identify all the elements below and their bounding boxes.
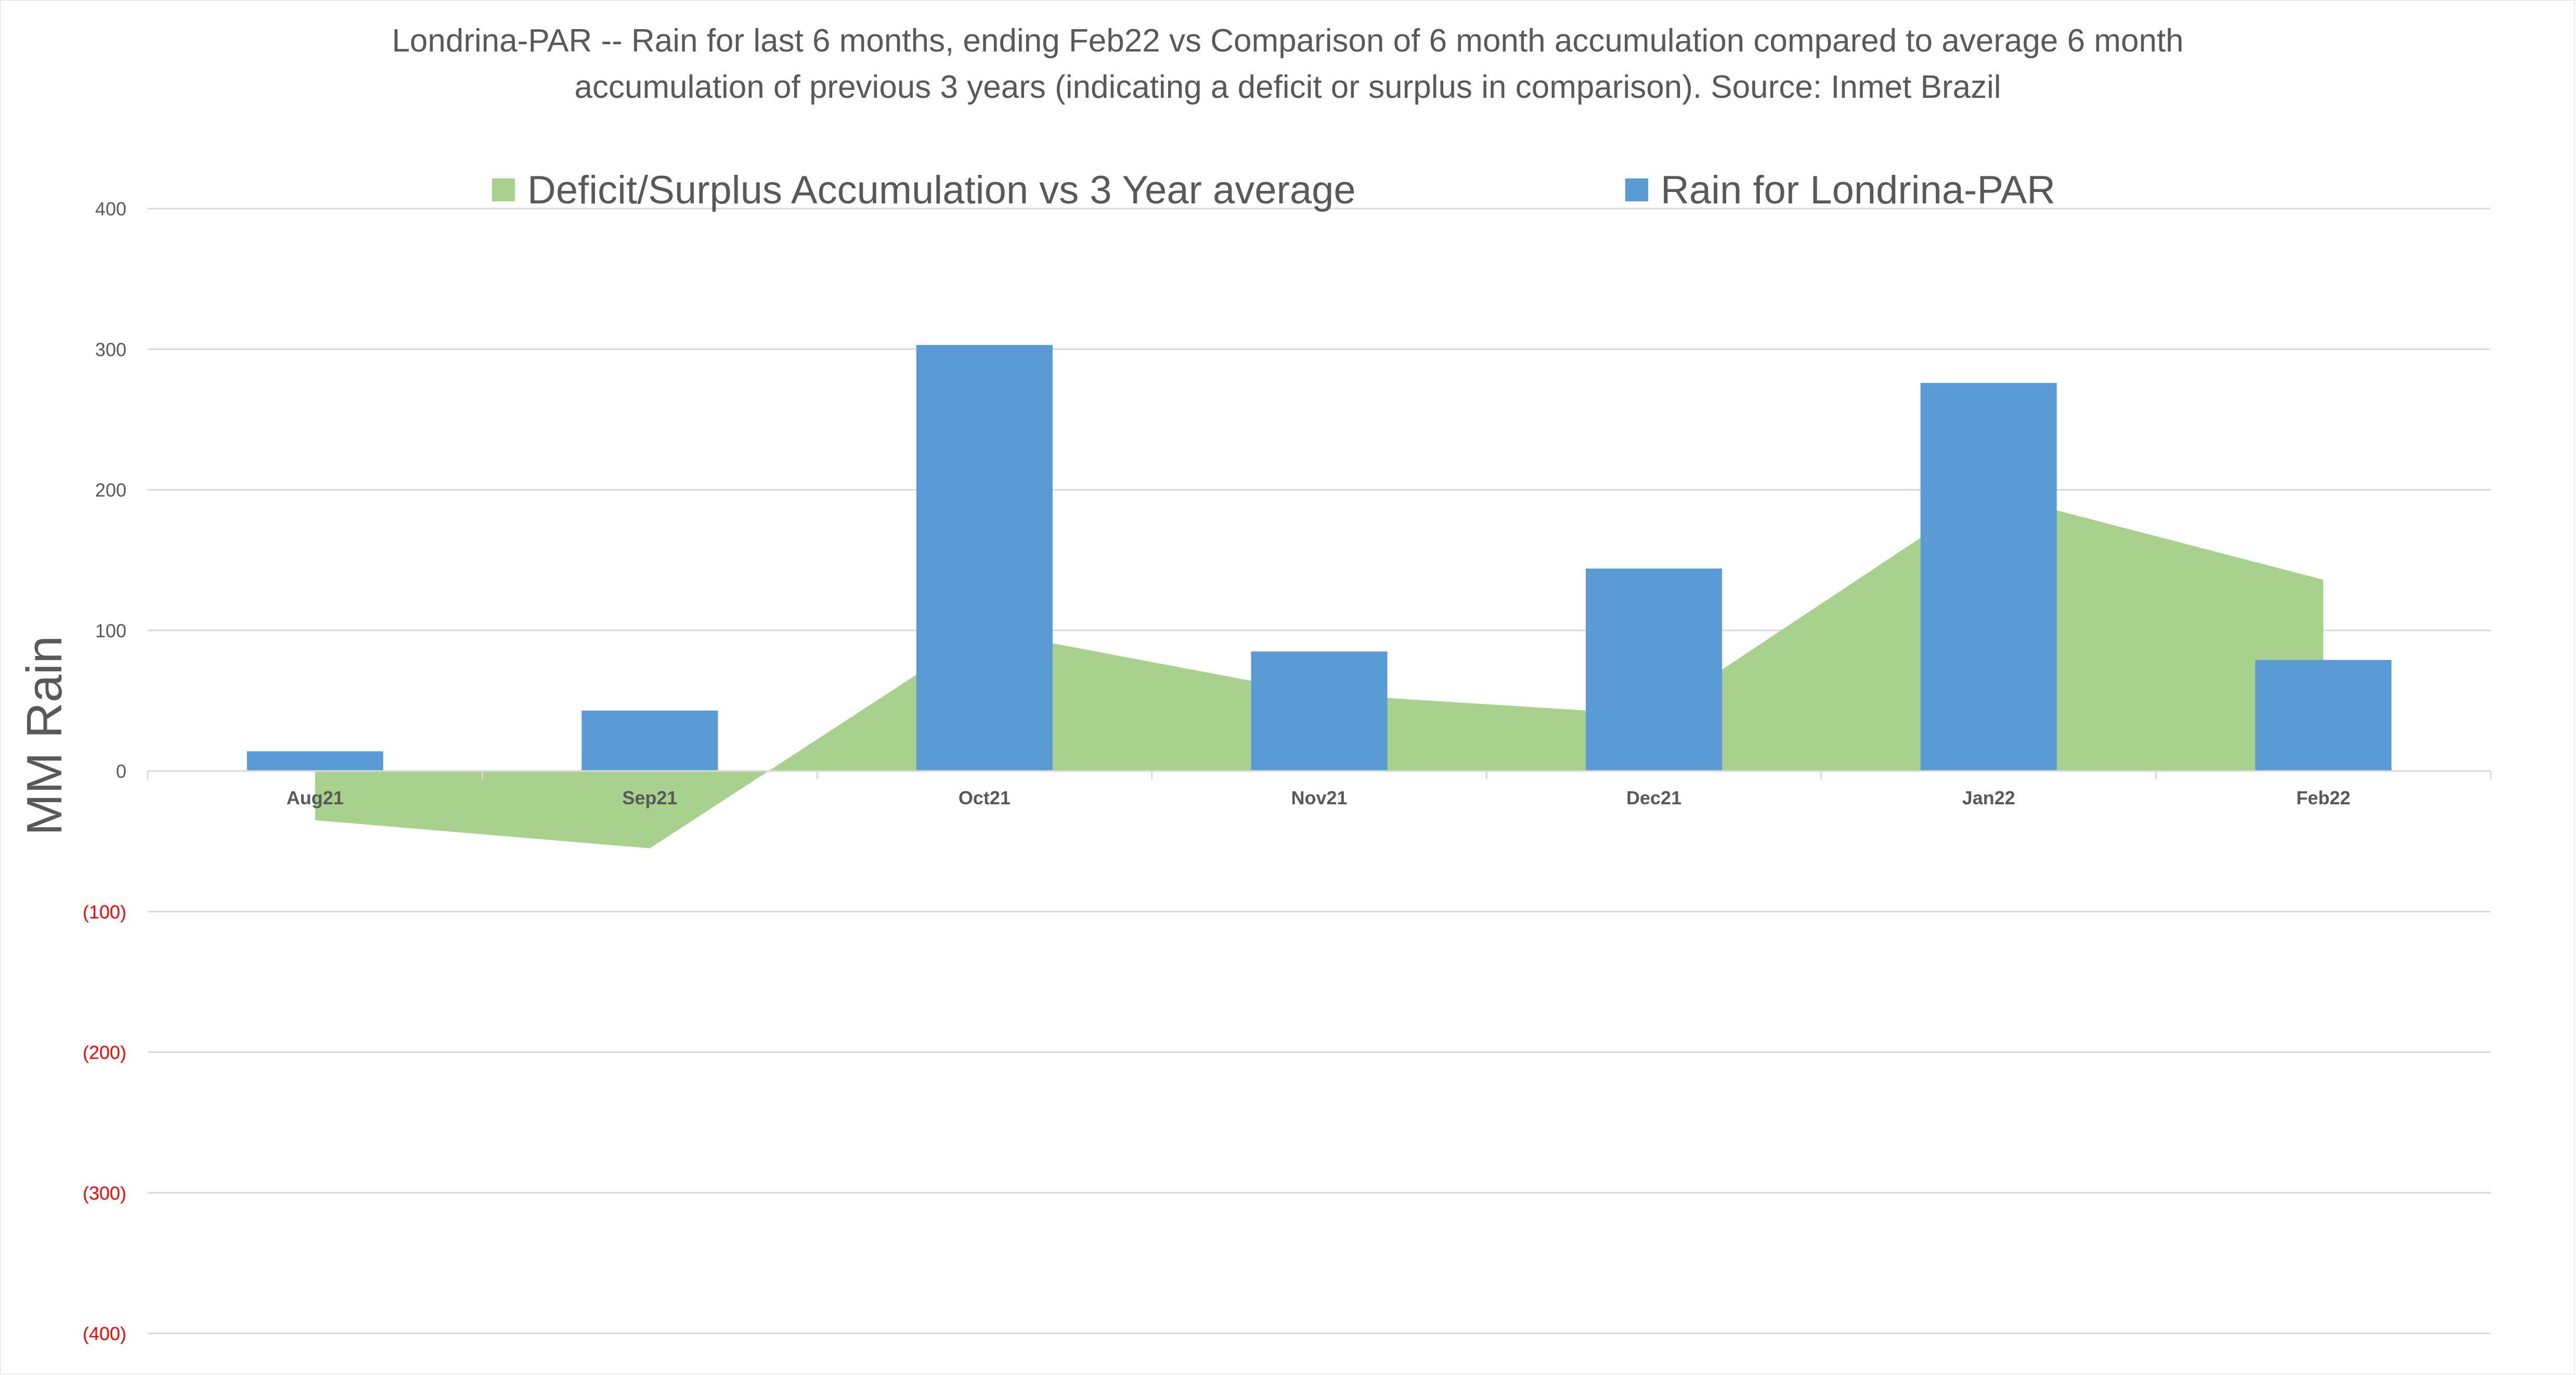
legend: Deficit/Surplus Accumulation vs 3 Year a… — [492, 168, 2055, 212]
y-tick-label: (200) — [83, 1042, 126, 1063]
x-tick-label: Jan22 — [1962, 787, 2015, 808]
x-tick-label: Sep21 — [622, 787, 677, 808]
y-tick-label: 100 — [95, 620, 126, 641]
bar-sep21 — [581, 710, 718, 771]
x-tick-label: Aug21 — [287, 787, 344, 808]
y-tick-label: (400) — [83, 1323, 126, 1344]
area-layer — [315, 492, 2324, 849]
area-deficit-surplus — [315, 492, 2324, 849]
bar-nov21 — [1251, 651, 1388, 771]
bar-jan22 — [1920, 383, 2057, 771]
y-tick-label: 0 — [116, 761, 126, 782]
y-tick-label: (100) — [83, 901, 126, 922]
y-axis-label: MM Rain — [17, 636, 72, 836]
x-tick-label: Dec21 — [1626, 787, 1681, 808]
legend-swatch-rain — [1625, 178, 1648, 201]
y-tick-labels: 400 300 200 100 0 (100) (200) (300) (400) — [83, 198, 126, 1344]
x-tick-label: Oct21 — [959, 787, 1011, 808]
axis-layer — [147, 770, 2492, 779]
bar-feb22 — [2255, 660, 2392, 771]
chart-title-line-1: Londrina-PAR -- Rain for last 6 months, … — [392, 23, 2183, 59]
y-tick-label: 300 — [95, 339, 126, 360]
y-tick-label: 400 — [95, 198, 126, 220]
bar-oct21 — [916, 345, 1053, 771]
y-tick-label: 200 — [95, 480, 126, 501]
x-tick-label: Nov21 — [1291, 787, 1347, 808]
bar-aug21 — [247, 751, 383, 771]
legend-swatch-deficit — [492, 178, 515, 201]
legend-label-rain: Rain for Londrina-PAR — [1661, 168, 2055, 212]
bar-layer — [247, 345, 2392, 771]
legend-label-deficit: Deficit/Surplus Accumulation vs 3 Year a… — [527, 168, 1356, 212]
chart-title-line-2: accumulation of previous 3 years (indica… — [574, 69, 2001, 105]
x-tick-labels: Aug21 Sep21 Oct21 Nov21 Dec21 Jan22 Feb22 — [287, 787, 2350, 808]
grid-layer — [148, 208, 2491, 1334]
bar-dec21 — [1586, 568, 1723, 771]
x-tick-label: Feb22 — [2296, 787, 2350, 808]
y-tick-label: (300) — [83, 1183, 126, 1204]
